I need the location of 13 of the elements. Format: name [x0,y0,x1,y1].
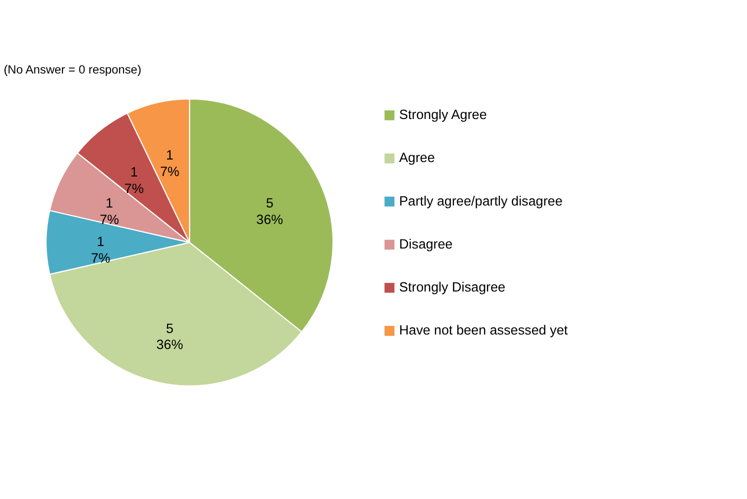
data-label: 5 36% [156,320,184,352]
data-label: 1 7% [100,196,120,227]
legend-label: Strongly Disagree [399,279,506,294]
data-label: 1 7% [124,164,144,196]
data-label: 1 7% [90,234,110,266]
legend-label: Strongly Agree [399,107,487,122]
legend-label: Have not been assessed yet [399,322,568,338]
legend-label: Disagree [399,236,453,252]
data-label: 5 36% [256,196,284,227]
legend-label: Partly agree/partly disagree [399,193,563,208]
data-label: 1 7% [160,147,180,179]
chart-title: (No Answer = 0 response) [4,62,142,77]
legend-label: Agree [399,150,435,166]
